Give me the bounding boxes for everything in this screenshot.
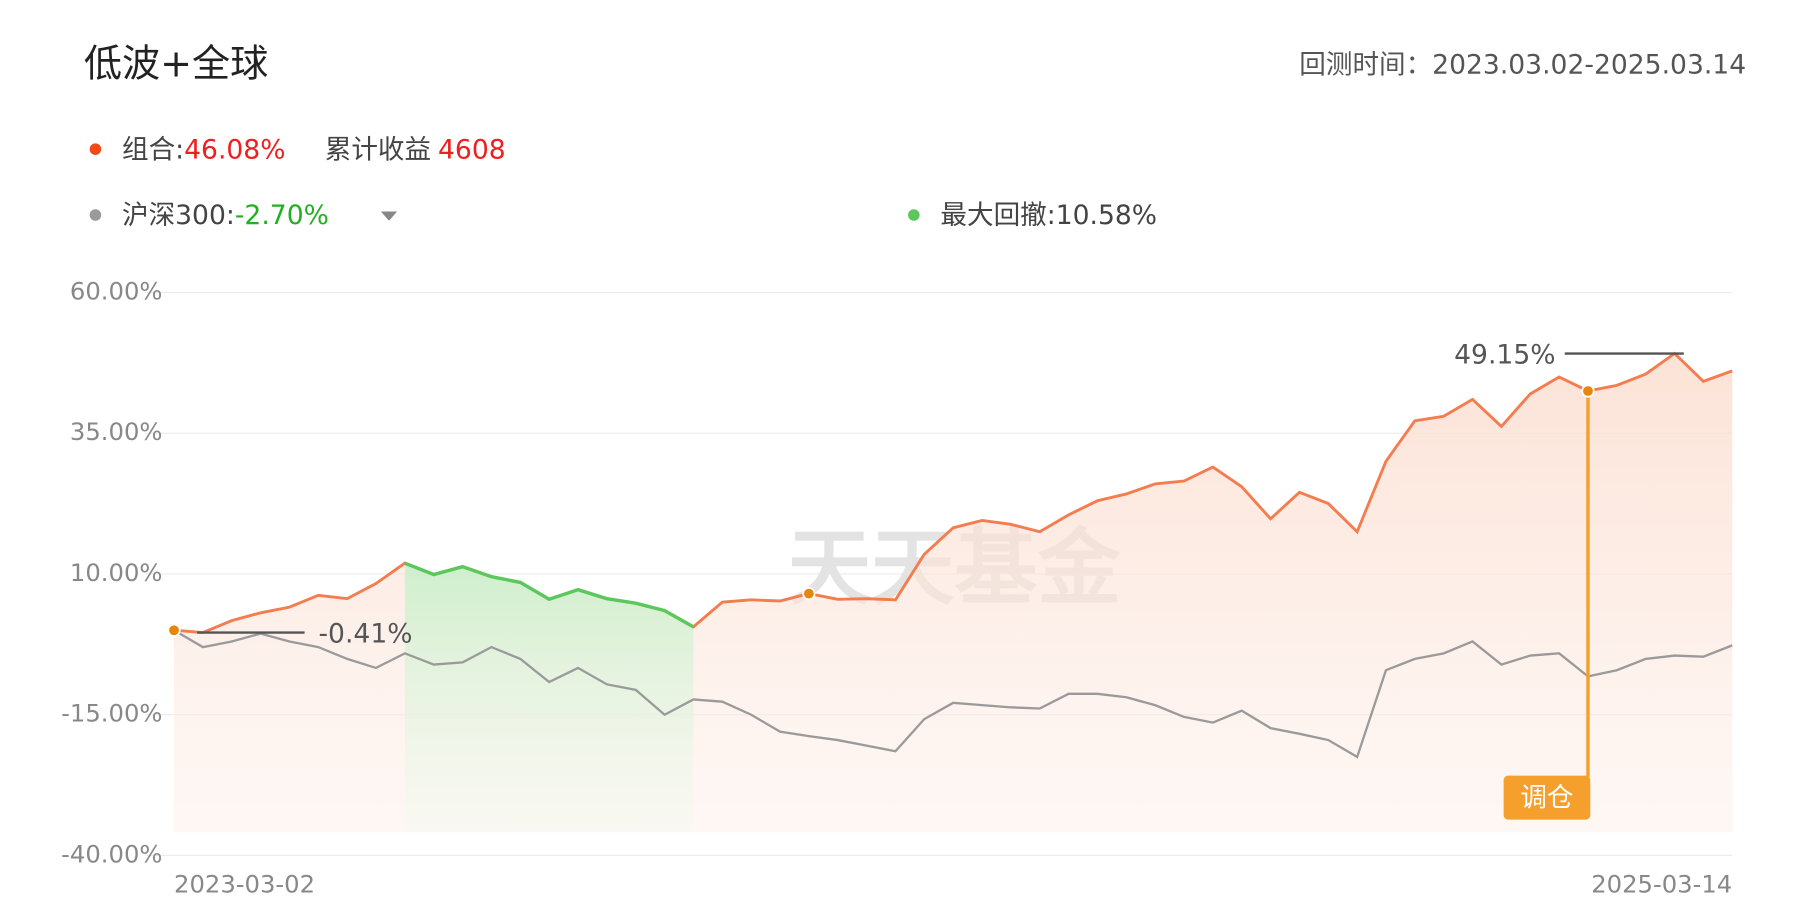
dropdown-arrow[interactable] bbox=[380, 211, 398, 221]
y-tick-label: 60.00% bbox=[70, 276, 163, 305]
legend-name: 沪深300: bbox=[122, 200, 235, 231]
cumulative-value: 4608 bbox=[438, 134, 506, 165]
period: 回测时间：2023.03.02-2025.03.14 bbox=[1299, 49, 1746, 80]
extreme-label: -0.41% bbox=[318, 618, 412, 649]
line bbox=[173, 629, 1733, 759]
drawdown-label: 最大回撤: bbox=[940, 200, 1055, 231]
drawdown-legend: 最大回撤:10.58% bbox=[940, 200, 1157, 231]
rebalance-tag bbox=[1503, 775, 1591, 820]
y-tick-label: -15.00% bbox=[61, 699, 162, 728]
legend-return: 46.08% bbox=[184, 134, 285, 165]
plot: -40.00% -15.00% 10.00% 35.00% 60.00% 2023-03-… bbox=[61, 276, 1733, 898]
rebalance-text: 调仓 bbox=[1520, 782, 1573, 813]
title: 低波+全球 bbox=[84, 41, 268, 85]
cumulative-label: 累计收益 bbox=[325, 134, 431, 165]
drawdown-area bbox=[404, 563, 694, 833]
legend-name: 组合: bbox=[122, 134, 184, 165]
x-tick-label: 2023-03-02 bbox=[174, 869, 315, 898]
legend-dot bbox=[89, 143, 102, 155]
legend-row: 组合:46.08% 累计收益 4608 bbox=[122, 134, 506, 165]
rebalance-dot bbox=[802, 586, 816, 601]
legend-dot bbox=[89, 209, 102, 221]
drawdown-value: 10.58% bbox=[1056, 200, 1157, 231]
rebalance-dot bbox=[167, 623, 181, 637]
y-tick-label: 35.00% bbox=[70, 417, 163, 446]
legend-dot bbox=[908, 209, 920, 221]
rebalance-dot bbox=[1581, 384, 1595, 398]
legend-row: 沪深300:-2.70% bbox=[122, 200, 329, 231]
y-tick-label: -40.00% bbox=[61, 839, 162, 868]
y-tick-label: 10.00% bbox=[70, 558, 163, 587]
x-tick-label: 2025-03-14 bbox=[1591, 869, 1732, 898]
extreme-label: 49.15% bbox=[1454, 339, 1555, 370]
drawdown-line bbox=[404, 561, 695, 629]
legend-return: -2.70% bbox=[235, 200, 329, 231]
